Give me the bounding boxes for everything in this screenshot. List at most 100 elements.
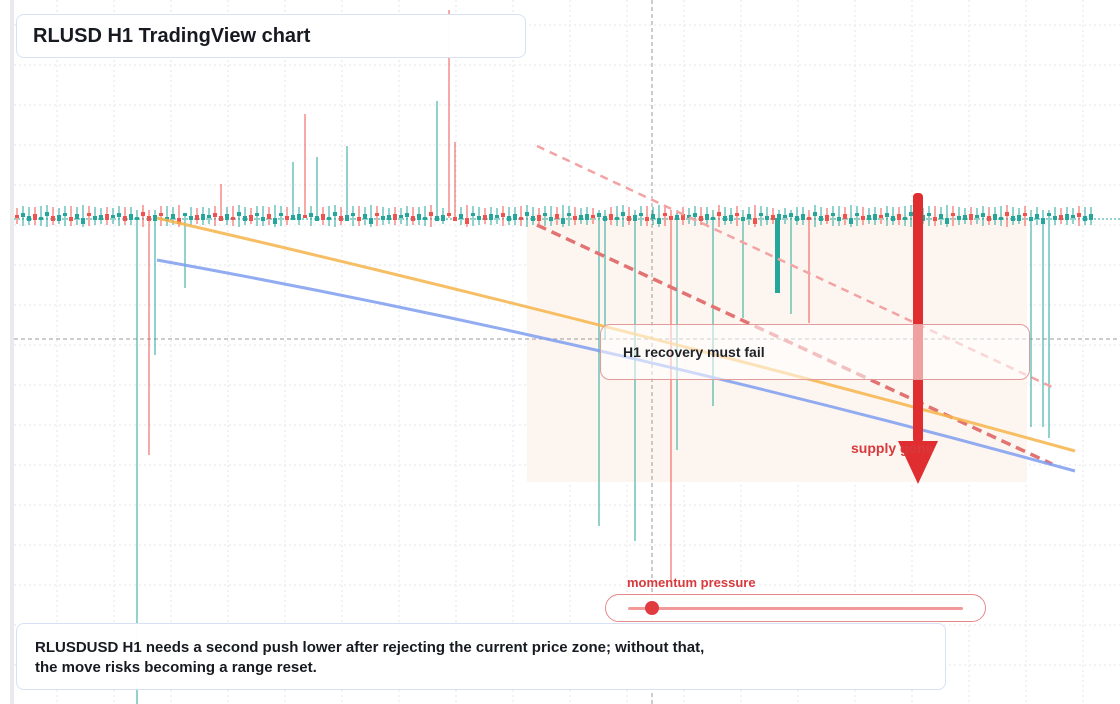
candle-body	[387, 215, 391, 220]
candle-body-large	[775, 218, 780, 293]
recovery-note: H1 recovery must fail	[623, 344, 765, 360]
candle-body	[621, 212, 625, 216]
caption-line-2: the move risks becoming a range reset.	[35, 659, 317, 676]
candle-body	[963, 215, 967, 220]
candle-body	[879, 215, 883, 218]
candle-body	[909, 212, 913, 216]
candle-body	[207, 215, 211, 218]
candle-body	[645, 217, 649, 221]
candle-body	[843, 214, 847, 219]
candle-body	[99, 215, 103, 220]
candle-body	[303, 215, 307, 218]
candle-body	[771, 215, 775, 220]
candle-body	[75, 214, 79, 219]
trendline-lower[interactable]	[536, 223, 1053, 466]
candle-body	[381, 216, 385, 220]
candle-body	[1017, 215, 1021, 221]
supply-zone-label: supply gone	[851, 440, 934, 456]
candle-body	[663, 213, 667, 216]
candle-body	[231, 217, 235, 220]
candle-body	[21, 213, 25, 217]
candle-body	[507, 216, 511, 221]
candle-body	[759, 213, 763, 216]
candle-body	[693, 213, 697, 217]
candle-body	[525, 212, 529, 216]
candle-body	[57, 215, 61, 221]
candle-body	[873, 214, 877, 220]
candle-body	[189, 216, 193, 220]
candle-body	[447, 213, 451, 216]
candle-body	[441, 215, 445, 221]
candle-body	[1077, 213, 1081, 217]
candle-body	[147, 216, 151, 221]
candle-body	[675, 215, 679, 220]
candle-body	[321, 214, 325, 220]
candle-body	[345, 215, 349, 221]
candle-body	[1023, 213, 1027, 216]
down-arrow	[898, 193, 938, 484]
candle-body	[555, 214, 559, 219]
candle-body	[735, 213, 739, 216]
candle-body	[213, 213, 217, 217]
candle-body	[477, 216, 481, 220]
candle-body	[117, 213, 121, 217]
candle-body	[591, 215, 595, 218]
candle-body	[1047, 213, 1051, 216]
candle-body	[141, 212, 145, 216]
candle-body	[807, 217, 811, 220]
candle-body	[1071, 215, 1075, 218]
candle-body	[123, 216, 127, 221]
candle-body	[753, 218, 757, 224]
candle-body	[351, 213, 355, 216]
candle-body	[825, 215, 829, 221]
candle-body	[513, 214, 517, 220]
recovery-note-box: H1 recovery must fail	[600, 324, 1030, 380]
candle-body	[891, 216, 895, 221]
chart-title: RLUSD H1 TradingView chart	[33, 24, 311, 47]
candle-body	[1089, 214, 1093, 220]
candle-body	[111, 215, 115, 218]
candle-body	[495, 215, 499, 218]
chart-title-box: RLUSD H1 TradingView chart	[16, 14, 526, 58]
candle-body	[801, 214, 805, 220]
candle-body	[849, 218, 853, 224]
candle-body	[573, 216, 577, 220]
candle-body	[267, 214, 271, 219]
candle-body	[453, 217, 457, 221]
candle-body	[519, 217, 523, 220]
candle-body	[159, 213, 163, 216]
candle-body	[885, 213, 889, 217]
candle-body	[255, 213, 259, 216]
candle-body	[549, 217, 553, 221]
candle-body	[501, 213, 505, 217]
candle-body	[993, 214, 997, 220]
candle-body	[81, 218, 85, 224]
candle-body	[291, 215, 295, 220]
candle-body	[1035, 214, 1039, 219]
candle-body	[1065, 214, 1069, 220]
candle-body	[717, 212, 721, 216]
candle-body	[855, 213, 859, 216]
momentum-slider[interactable]	[605, 594, 986, 622]
candle-body	[69, 217, 73, 221]
candle-body	[393, 214, 397, 220]
candle-body	[51, 216, 55, 221]
candle-body	[777, 214, 781, 220]
candle-body	[369, 218, 373, 224]
candle-body	[411, 216, 415, 221]
candle-body	[867, 215, 871, 220]
momentum-track	[628, 607, 963, 610]
candle-body	[339, 216, 343, 221]
candle-body	[561, 218, 565, 224]
candle-body	[45, 212, 49, 216]
candle-body	[729, 215, 733, 221]
momentum-knob[interactable]	[644, 601, 659, 615]
candle-body	[171, 214, 175, 219]
candle-body	[363, 214, 367, 219]
trendline-upper[interactable]	[536, 144, 1053, 389]
candle-body	[1011, 216, 1015, 221]
candle-body	[711, 217, 715, 220]
candle-body	[459, 214, 463, 219]
candle-body	[795, 216, 799, 221]
